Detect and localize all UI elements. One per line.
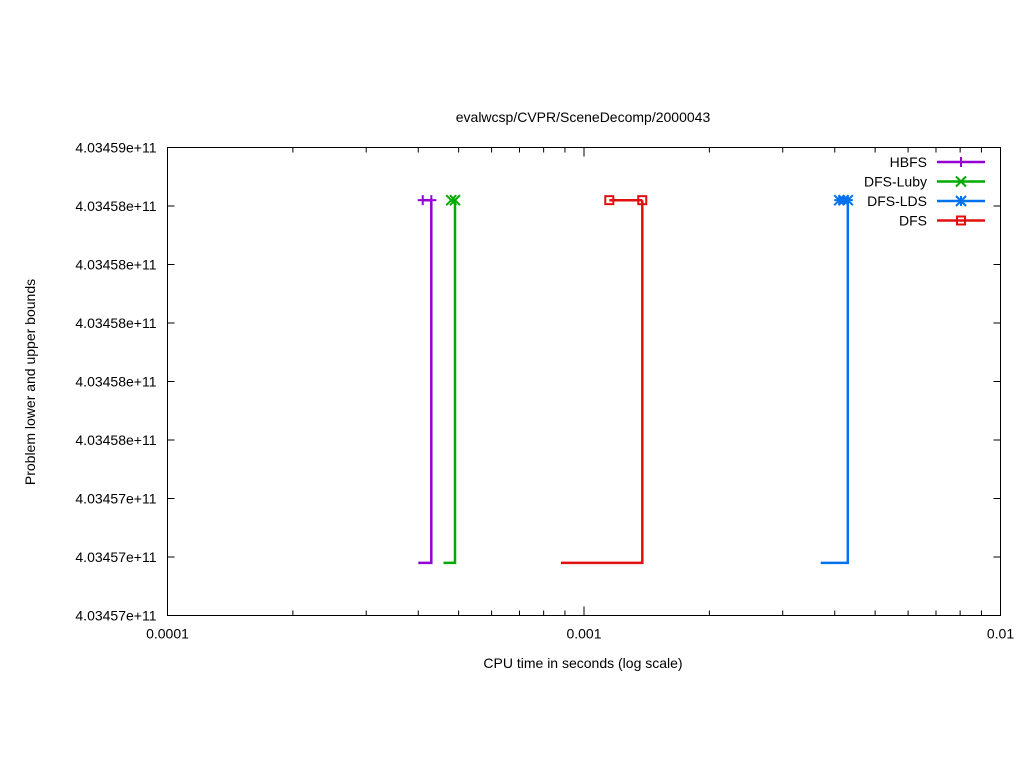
x-tick-label: 0.0001 [146,626,189,642]
legend-label-dfs-lds: DFS-LDS [867,193,927,209]
series-dfs-lds-point [842,194,854,206]
series-dfs-luby-point [445,194,457,206]
y-tick-label: 4.03458e+11 [75,374,156,390]
series-hbfs-lower-bound-line [418,200,433,565]
legend-marker-dfs-luby [955,175,967,188]
series-dfs-luby [443,194,461,565]
legend-marker-dfs-lds [955,195,967,207]
series-hbfs-point [417,195,428,206]
legend-label-hbfs: HBFS [890,154,927,170]
series-dfs-point [604,195,615,206]
y-tick-label: 4.03458e+11 [75,315,156,331]
x-axis-label: CPU time in seconds (log scale) [483,655,682,671]
series-hbfs-point [426,195,437,206]
y-axis-label: Problem lower and upper bounds [22,279,38,485]
y-tick-label: 4.03458e+11 [75,198,156,214]
y-tick-label: 4.03457e+11 [75,549,156,565]
x-tick-label: 0.01 [987,626,1014,642]
x-tick-label: 0.001 [566,626,601,642]
plot-frame [167,147,1001,616]
y-tick-label: 4.03459e+11 [75,140,156,156]
series-dfs [560,195,648,565]
x-axis: 0.0001 0.001 0.01 [146,147,1014,642]
series-layer [417,194,854,565]
series-dfs-luby-lower-bound-line [443,200,457,565]
y-tick-label: 4.03457e+11 [75,491,156,507]
legend: HBFS DFS-Luby DFS-LDS DFS [864,154,985,229]
series-dfs-lower-bound-line [560,200,644,565]
series-dfs-point [637,195,648,206]
legend-label-dfs-luby: DFS-Luby [864,174,927,190]
legend-marker-hbfs [956,157,966,167]
series-dfs-lds [820,194,854,565]
y-tick-label: 4.03458e+11 [75,257,156,273]
y-tick-label: 4.03457e+11 [75,608,156,624]
series-hbfs [417,195,437,565]
y-tick-label: 4.03458e+11 [75,432,156,448]
series-dfs-luby-point [449,194,461,206]
legend-marker-dfs [956,215,966,226]
chart-title: evalwcsp/CVPR/SceneDecomp/2000043 [456,109,711,125]
y-axis: 4.03457e+11 4.03457e+11 4.03457e+11 4.03458… [75,140,1001,624]
legend-label-dfs: DFS [899,213,927,229]
series-dfs-lds-lower-bound-line [820,200,850,565]
